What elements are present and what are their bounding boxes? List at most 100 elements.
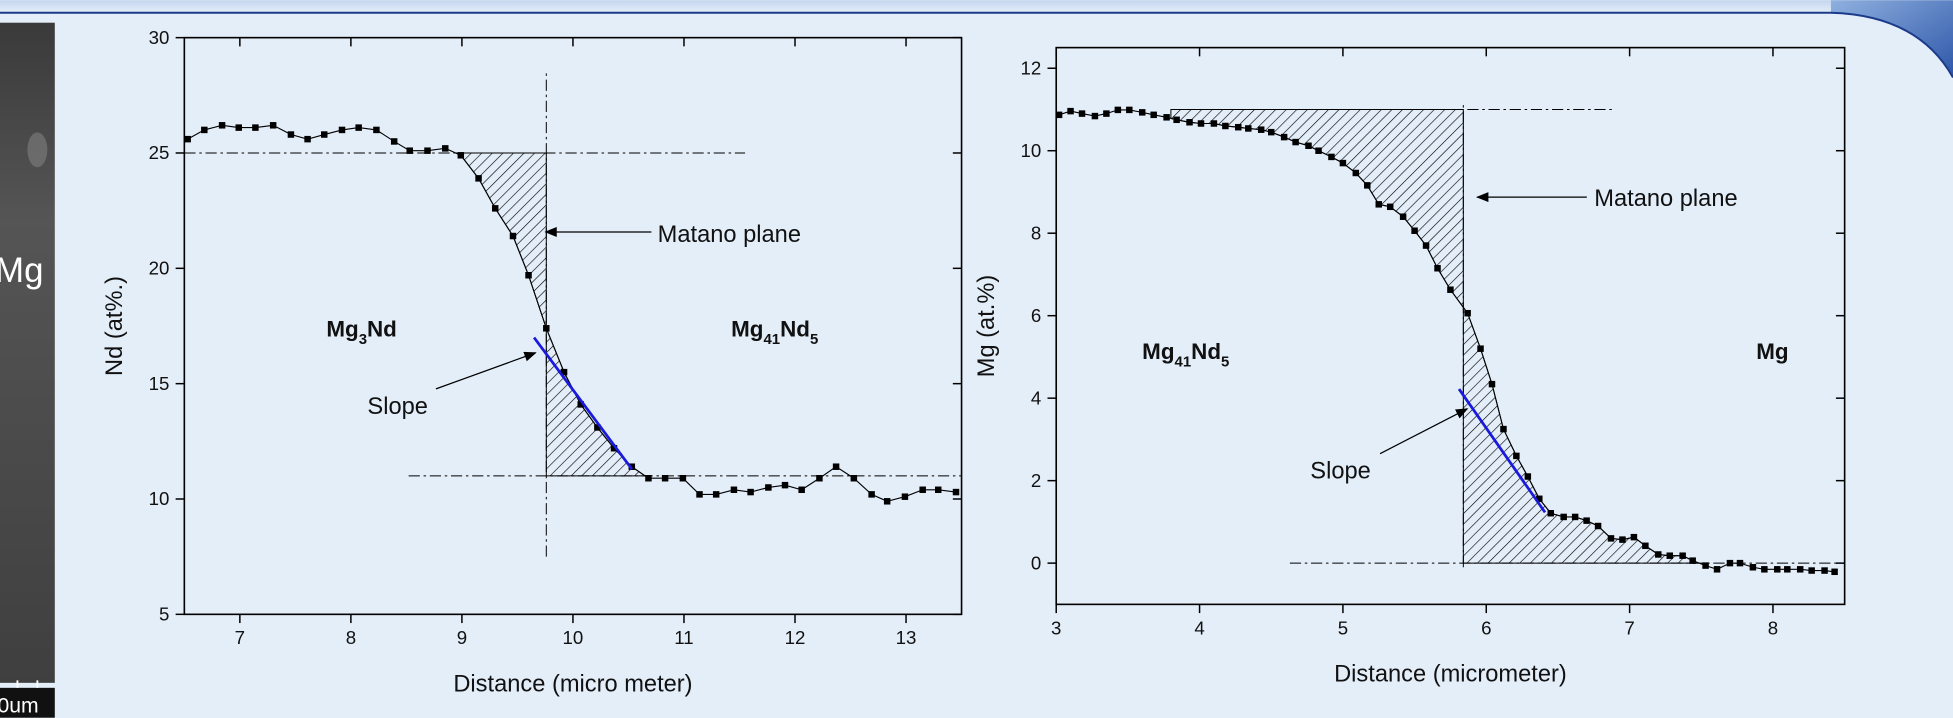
top-band: [0, 0, 1953, 13]
data-point: [1655, 551, 1662, 558]
data-point: [543, 325, 550, 332]
data-point: [1536, 495, 1543, 503]
data-point: [525, 272, 532, 279]
data-point: [1328, 153, 1335, 161]
y-tick-label: 30: [149, 27, 170, 48]
sem-label: Mg: [0, 251, 43, 290]
annotation: Matano plane: [1594, 186, 1737, 212]
data-point: [1103, 110, 1110, 117]
data-point: [355, 124, 362, 131]
data-point: [1524, 473, 1532, 480]
data-point: [1547, 509, 1555, 517]
y-tick-label: 25: [149, 142, 170, 163]
data-point: [457, 152, 465, 159]
data-point: [883, 498, 891, 505]
data-point: [1364, 182, 1371, 189]
x-tick-label: 3: [1051, 617, 1061, 638]
data-point: [594, 424, 601, 431]
y-tick-label: 12: [1020, 57, 1041, 78]
arrow: [1379, 408, 1469, 455]
x-tick-label: 4: [1194, 617, 1204, 638]
data-point: [406, 147, 413, 154]
data-point: [1702, 562, 1709, 569]
y-tick-label: 6: [1031, 305, 1041, 326]
data-point: [373, 126, 380, 134]
scale-bar-label: 0um: [0, 695, 39, 718]
data-point: [850, 474, 858, 482]
sem-image: [0, 22, 55, 683]
data-point: [338, 126, 346, 134]
data-point: [1257, 126, 1265, 133]
data-point: [679, 474, 687, 482]
x-tick-label: 5: [1338, 617, 1348, 638]
data-point: [1268, 128, 1275, 136]
data-point: [1761, 566, 1768, 573]
data-point: [1583, 517, 1590, 524]
data-point: [1560, 513, 1567, 521]
data-point: [1375, 201, 1382, 208]
data-point: [491, 205, 499, 212]
data-point: [1305, 142, 1312, 150]
data-point: [781, 481, 789, 489]
data-point: [919, 486, 926, 494]
x-tick-label: 12: [785, 627, 806, 648]
phase-label: Mg41Nd5: [1142, 339, 1229, 370]
x-tick-label: 8: [1768, 617, 1778, 638]
phase-label: Mg: [1756, 339, 1788, 364]
data-point: [475, 175, 482, 182]
data-point: [1679, 552, 1686, 559]
data-point: [798, 486, 805, 494]
data-point: [901, 493, 909, 500]
data-point: [1280, 133, 1288, 141]
data-point: [424, 147, 431, 154]
data-point: [1689, 557, 1696, 564]
x-tick-label: 8: [346, 627, 356, 648]
data-point: [816, 474, 823, 482]
phase-label: Mg41Nd5: [731, 317, 818, 348]
data-point: [628, 463, 636, 470]
x-tick-label: 7: [235, 627, 245, 648]
data-point: [1713, 566, 1721, 573]
data-point: [577, 401, 584, 408]
data-point: [610, 445, 618, 452]
data-point: [218, 122, 226, 129]
data-point: [442, 145, 449, 152]
data-point: [730, 486, 738, 494]
data-point: [560, 368, 568, 376]
data-point: [1114, 106, 1122, 114]
data-point: [1666, 552, 1673, 559]
data-point: [184, 135, 191, 143]
data-point: [1163, 114, 1170, 121]
data-point: [1831, 568, 1838, 576]
data-point: [1774, 566, 1781, 573]
data-point: [1513, 452, 1520, 460]
x-axis-label: Distance (micro meter): [453, 672, 692, 698]
data-point: [1339, 159, 1347, 167]
data-point: [1821, 567, 1828, 574]
data-point: [661, 474, 669, 482]
annotation: Slope: [367, 394, 428, 420]
data-point: [1630, 533, 1638, 541]
x-tick-label: 13: [896, 627, 917, 648]
data-point: [1235, 123, 1242, 131]
data-point: [1464, 309, 1471, 317]
data-point: [1210, 120, 1218, 127]
data-point: [1736, 559, 1744, 567]
header-line: [0, 11, 1953, 78]
phase-label: Mg3Nd: [326, 317, 397, 348]
x-tick-label: 6: [1481, 617, 1491, 638]
data-point: [1619, 536, 1626, 543]
data-point: [1607, 535, 1615, 542]
y-axis-label: Mg (at.%): [974, 275, 1000, 378]
data-point: [235, 124, 242, 131]
slope-line: [532, 336, 633, 470]
data-point: [1422, 242, 1430, 249]
slope-line: [1457, 388, 1547, 514]
y-tick-label: 15: [149, 373, 170, 394]
y-tick-label: 0: [1031, 552, 1041, 573]
data-point: [934, 486, 942, 494]
data-point: [1197, 120, 1205, 127]
y-axis-label: Nd (at%.): [102, 276, 128, 376]
